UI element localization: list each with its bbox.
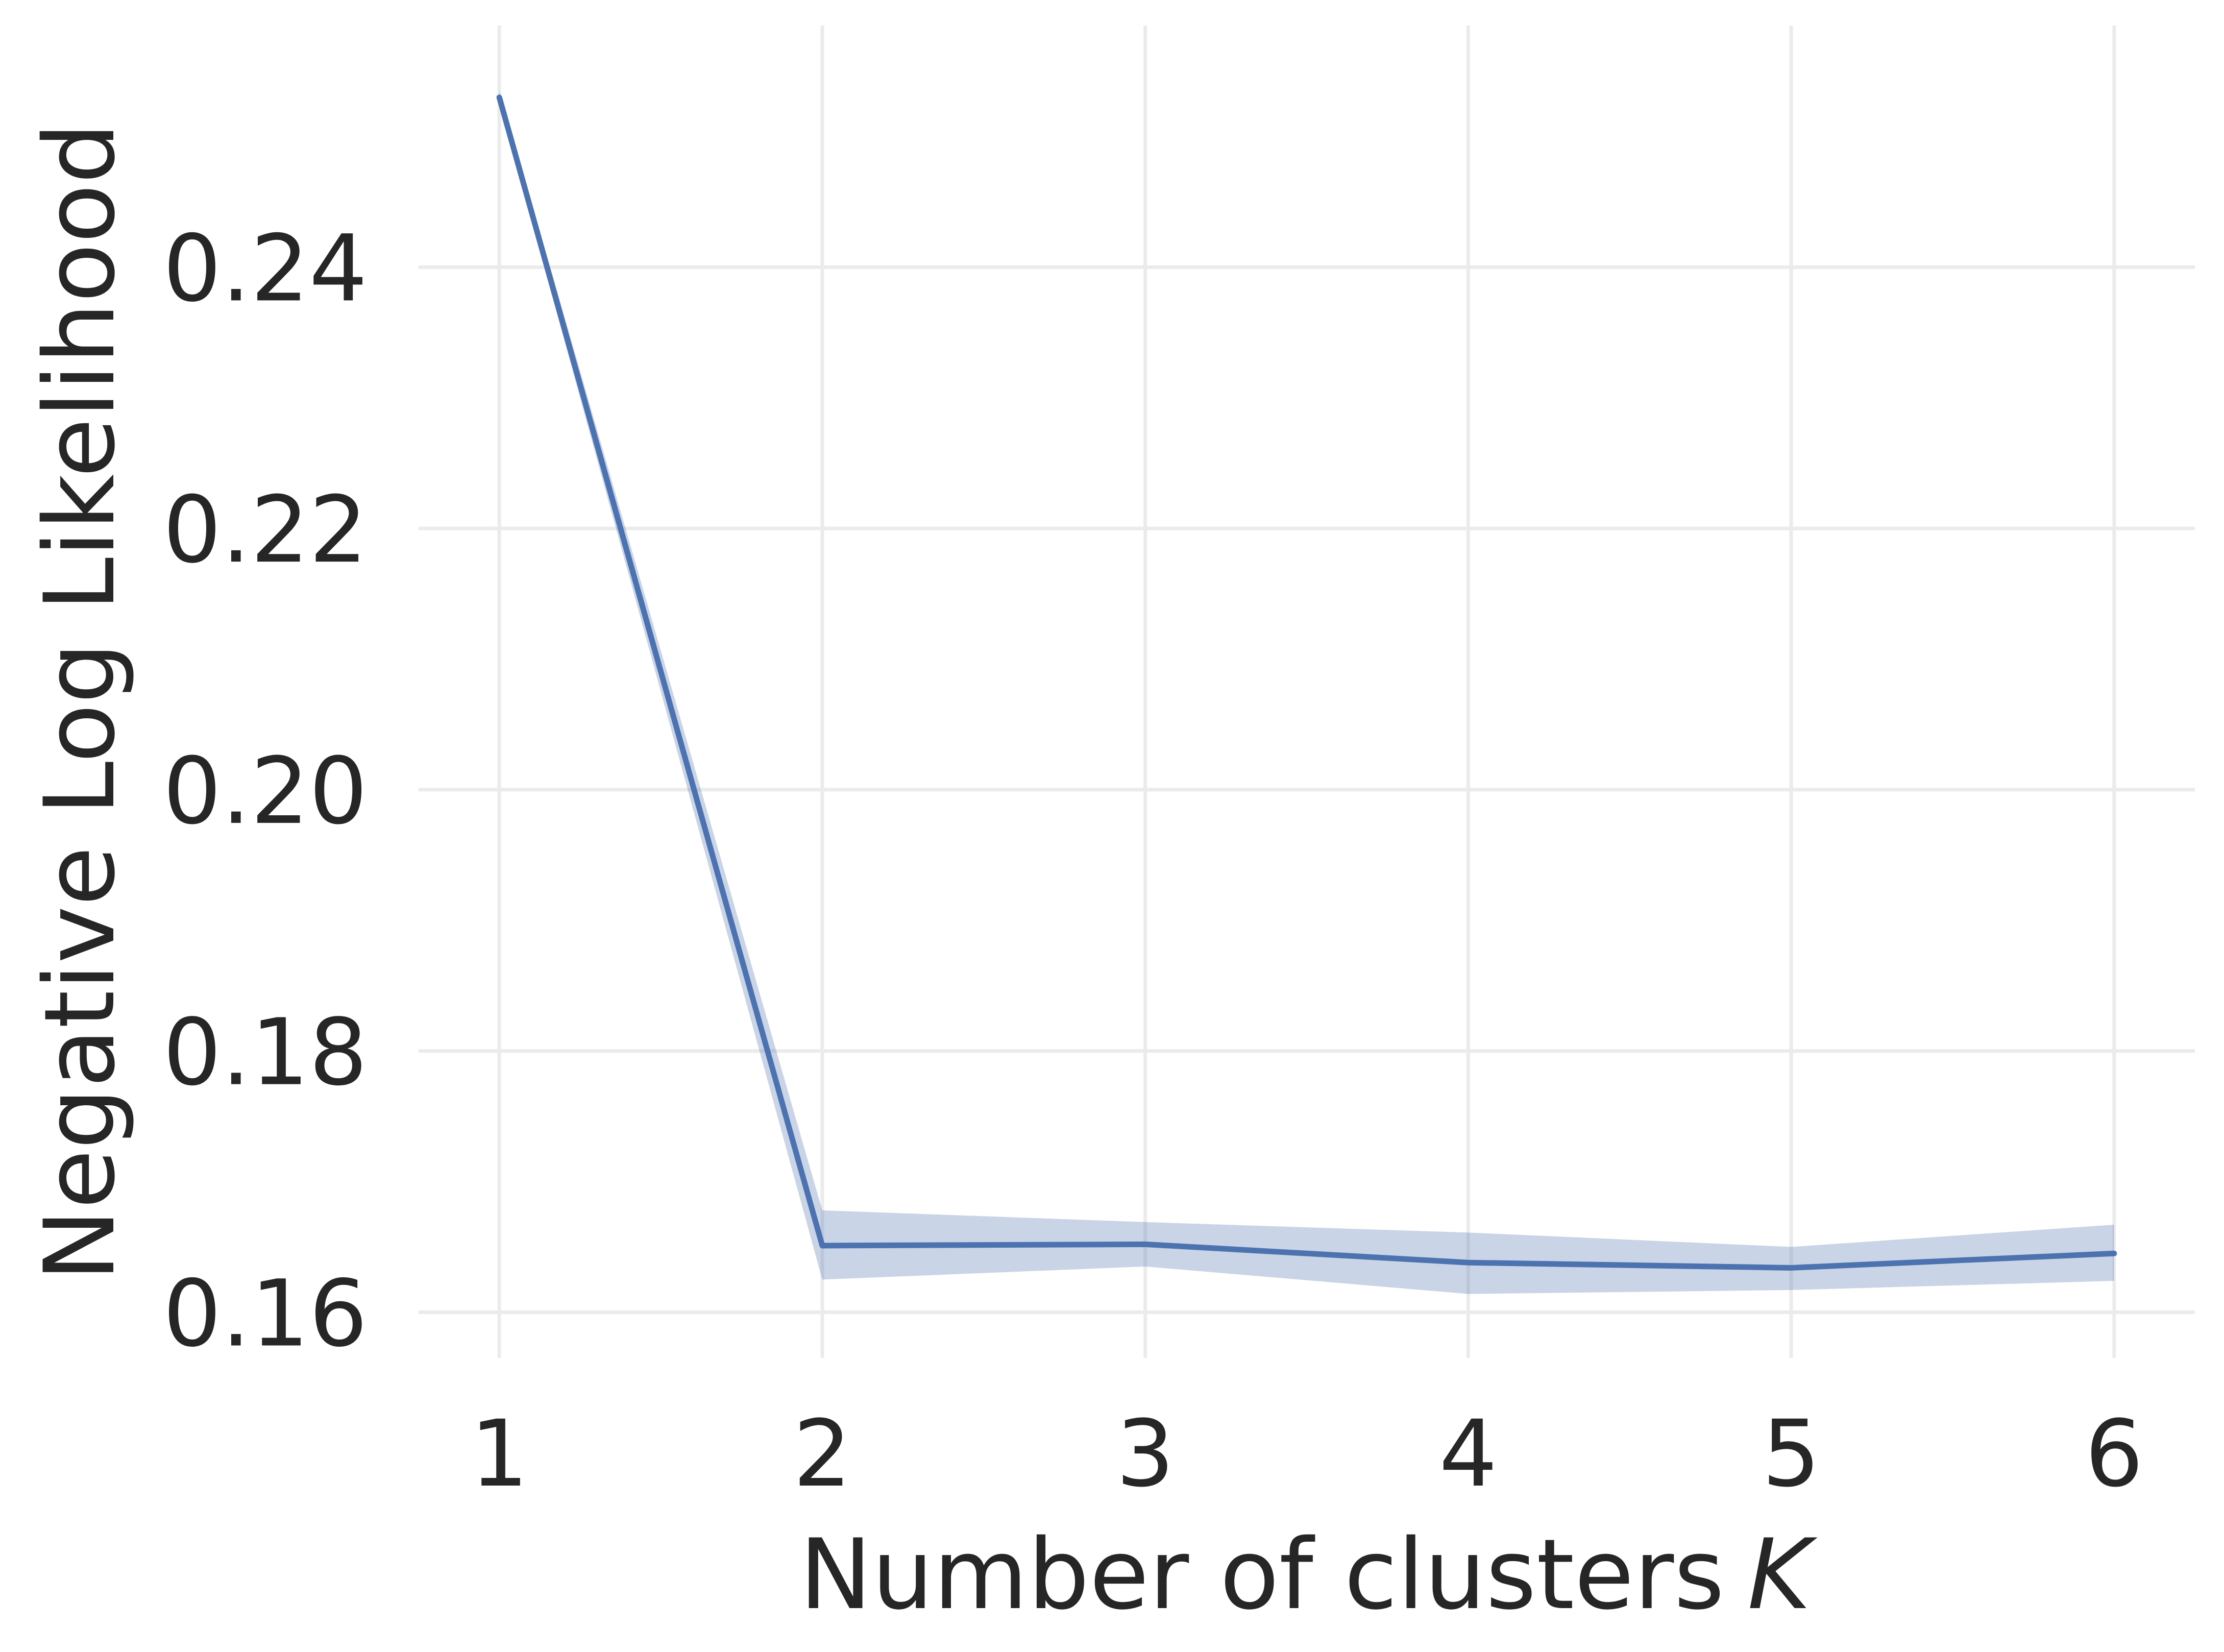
x-axis-label: Number of clusters K	[799, 1518, 1818, 1631]
x-tick-label: 2	[793, 1401, 852, 1508]
x-tick-label: 1	[470, 1401, 529, 1508]
y-tick-label: 0.18	[163, 1000, 368, 1106]
x-tick-label: 4	[1439, 1401, 1498, 1508]
y-tick-label: 0.24	[163, 215, 368, 322]
x-gridlines	[497, 26, 2116, 1358]
x-tick-label: 6	[2085, 1401, 2144, 1508]
y-tick-labels: 0.16 0.18 0.20 0.22 0.24	[163, 215, 368, 1367]
y-tick-label: 0.20	[163, 738, 368, 845]
confidence-bands	[499, 90, 2114, 1294]
y-tick-label: 0.16	[163, 1260, 368, 1367]
series-line	[496, 94, 2117, 1271]
y-tick-label: 0.22	[163, 477, 368, 584]
x-tick-label: 5	[1762, 1401, 1821, 1508]
confidence-band	[499, 90, 2114, 1294]
y-axis-label: Negative Log Likelihood	[23, 123, 136, 1282]
x-axis-label-text: Number of clusters	[799, 1518, 1724, 1631]
x-axis-label-math: K	[1747, 1518, 1818, 1631]
x-tick-labels: 1 2 3 4 5 6	[470, 1401, 2143, 1508]
y-gridlines	[419, 265, 2195, 1314]
series-lines	[496, 94, 2117, 1271]
x-tick-label: 3	[1116, 1401, 1175, 1508]
